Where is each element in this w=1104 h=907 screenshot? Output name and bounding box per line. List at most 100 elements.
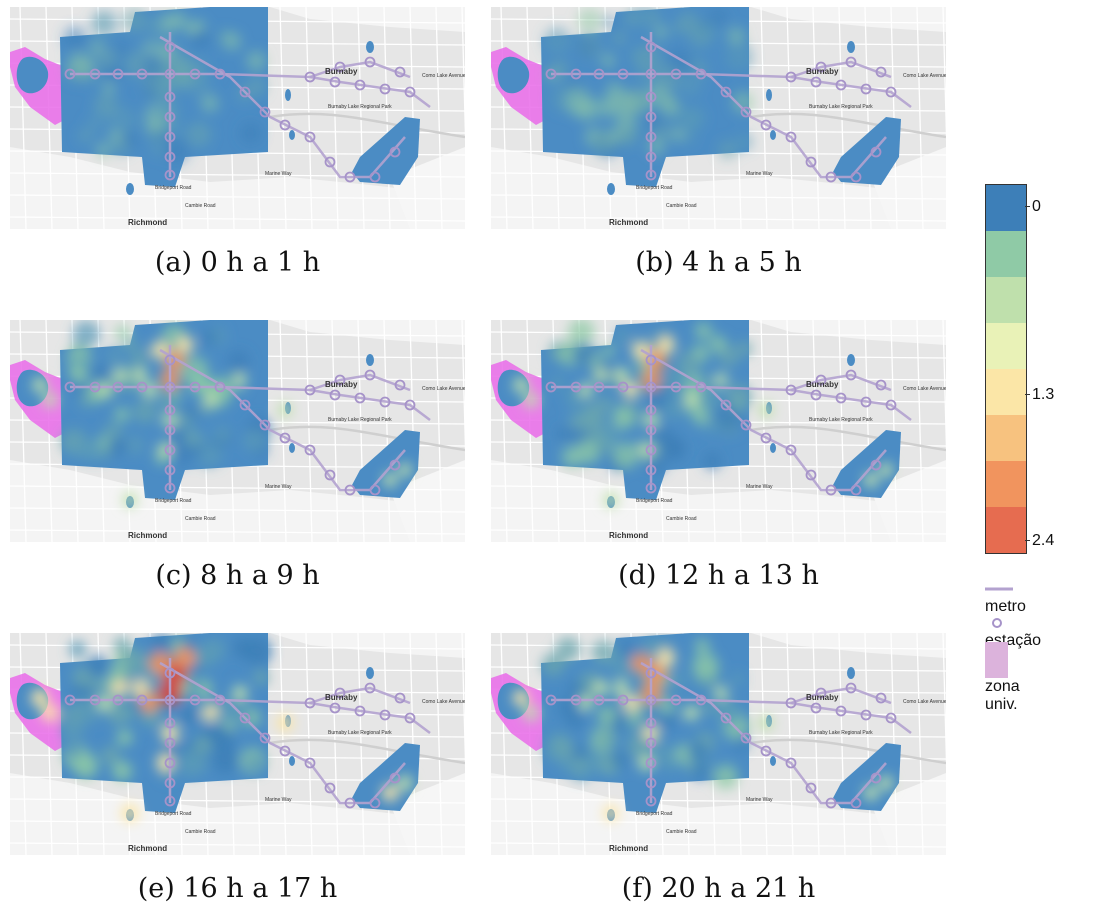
label-richmond: Richmond — [128, 844, 167, 853]
heat-blob — [618, 641, 636, 658]
heat-blob — [232, 637, 253, 658]
highway — [269, 738, 465, 765]
label-lake-park: Burnaby Lake Regional Park — [328, 417, 392, 423]
heat-blob — [541, 652, 565, 677]
station — [164, 41, 176, 53]
map-a: Burnaby Richmond Como Lake Avenue Burnaby L… — [10, 7, 465, 229]
hot-spot — [602, 804, 620, 822]
heat-blob — [73, 696, 101, 724]
station — [645, 131, 657, 143]
heat-blob — [612, 407, 635, 430]
station — [324, 782, 336, 794]
road — [491, 507, 946, 513]
station — [645, 404, 657, 416]
heat-spot-north — [847, 667, 855, 679]
river-east — [390, 147, 465, 229]
station — [239, 399, 251, 411]
heat-blob — [114, 406, 130, 423]
station — [645, 795, 657, 807]
heat-zone-newwest — [833, 743, 901, 811]
heat-blob — [239, 122, 262, 145]
station — [164, 151, 176, 163]
heat-zone-newwest — [833, 117, 901, 185]
hot-spot — [878, 462, 894, 478]
heat-blob — [63, 26, 87, 50]
station — [593, 381, 605, 393]
hot-spot — [603, 492, 619, 508]
station — [164, 717, 176, 729]
station — [304, 757, 316, 769]
station — [379, 709, 391, 721]
hot-spot — [122, 492, 138, 508]
heat-blob — [611, 716, 628, 733]
heat-spot-richmond — [126, 183, 134, 195]
legend-zone: zona univ. — [985, 642, 1020, 714]
heat-blob — [731, 672, 744, 686]
station — [324, 156, 336, 168]
station — [369, 484, 381, 496]
station — [279, 432, 291, 444]
heat-blob — [708, 7, 728, 27]
station — [570, 694, 582, 706]
station — [740, 106, 752, 118]
road — [942, 320, 946, 456]
station — [354, 392, 366, 404]
inlet — [751, 633, 946, 658]
station — [164, 464, 176, 476]
road — [10, 194, 465, 200]
station — [870, 459, 882, 471]
tick-mark-bottom — [1025, 540, 1030, 541]
station — [389, 772, 401, 784]
hot-spot — [656, 648, 676, 668]
hot-spot — [683, 392, 699, 408]
metro-line — [309, 686, 411, 705]
hot-spot — [713, 685, 729, 701]
station — [364, 56, 376, 68]
road — [19, 7, 27, 229]
station — [164, 68, 176, 80]
station — [304, 697, 316, 709]
heat-blob — [152, 84, 166, 99]
heat-blob — [201, 328, 219, 347]
heat-blob — [222, 31, 242, 51]
station — [164, 111, 176, 123]
station — [845, 682, 857, 694]
heat-spot-north — [847, 354, 855, 366]
label-marine-way: Marine Way — [265, 484, 292, 490]
heat-blob — [677, 351, 701, 375]
station — [645, 444, 657, 456]
heat-blob — [582, 401, 605, 424]
station — [259, 732, 271, 744]
heat-zone-ubc — [16, 56, 49, 94]
station — [304, 444, 316, 456]
heat-spot-burnaby — [766, 89, 772, 101]
station — [805, 156, 817, 168]
station — [720, 399, 732, 411]
legend-zone-label: zona univ. — [985, 678, 1020, 713]
hot-spot — [863, 472, 879, 488]
heat-blob — [572, 757, 587, 772]
hot-spot — [613, 367, 629, 383]
station — [112, 694, 124, 706]
heat-blob — [634, 43, 662, 71]
heat-blob — [641, 638, 660, 657]
station — [645, 354, 657, 366]
heat-blob — [113, 637, 131, 654]
station — [545, 694, 557, 706]
station — [189, 381, 201, 393]
heat-blob — [718, 345, 740, 367]
heat-blob — [697, 386, 722, 411]
heat-blob — [90, 363, 111, 384]
station — [304, 71, 316, 83]
station — [89, 68, 101, 80]
hot-spot — [613, 680, 629, 696]
stations — [64, 667, 416, 809]
heat-blob — [627, 734, 651, 758]
heat-blob — [86, 115, 103, 133]
scale-step — [986, 277, 1026, 323]
heat-blob — [106, 347, 124, 365]
station — [815, 687, 827, 699]
station — [593, 694, 605, 706]
station — [164, 694, 176, 706]
heat-blob — [247, 77, 267, 96]
